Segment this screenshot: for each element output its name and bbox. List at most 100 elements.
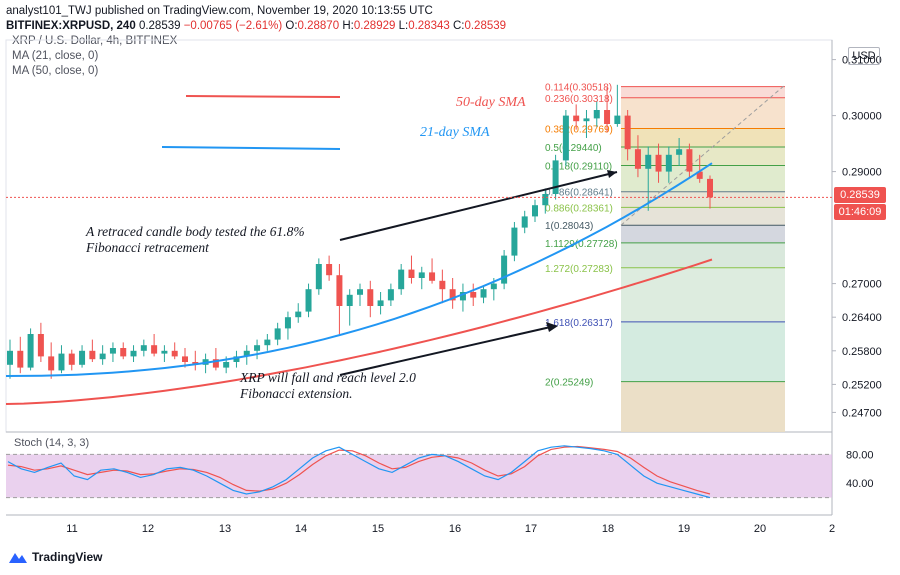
candle-body	[707, 178, 713, 198]
candle-body	[68, 353, 75, 365]
candle-body	[48, 356, 55, 371]
stoch-axis-label: 40.00	[846, 478, 874, 490]
candle-body	[140, 345, 147, 351]
time-tick-label: 20	[754, 523, 766, 535]
candle-body	[161, 350, 168, 354]
chart-header: analyst101_TWJ published on TradingView.…	[6, 4, 506, 34]
candle-body	[562, 115, 569, 161]
arrow-head-1	[607, 170, 617, 178]
candle-body	[614, 115, 621, 124]
symbol-quote-line: BITFINEX:XRPUSD, 240 0.28539 −0.00765 (−…	[6, 19, 506, 34]
fib-level-label: 1.272(0.27283)	[545, 264, 613, 275]
close-value: 0.28539	[464, 20, 507, 32]
candle-body	[233, 356, 240, 362]
currency-button[interactable]: USD	[848, 47, 880, 65]
candle-body	[295, 311, 302, 318]
footer: TradingView	[8, 550, 102, 564]
candle-body	[439, 280, 446, 290]
candle-body	[511, 227, 518, 256]
ma50-legend[interactable]: MA (50, close, 0)	[12, 65, 99, 77]
candle-body	[336, 275, 343, 306]
time-tick-label: 13	[219, 523, 231, 535]
fib-level-label: 1.618(0.26317)	[545, 318, 613, 329]
candle-body	[573, 115, 580, 122]
candle-body	[243, 350, 250, 357]
candle-body	[408, 269, 415, 278]
symbol-label: BITFINEX:XRPUSD, 240	[6, 20, 136, 32]
candle-body	[254, 345, 261, 351]
candle-body	[552, 160, 559, 194]
candle-body	[264, 339, 271, 346]
candle-body	[459, 292, 466, 301]
candle-body	[151, 345, 158, 354]
stoch-k-line	[7, 445, 711, 499]
retrace-note-line2: Fibonacci retracement	[85, 240, 210, 255]
candle-body	[604, 110, 611, 124]
time-tick-label: 19	[678, 523, 690, 535]
close-label: C:	[452, 20, 465, 32]
price-tick-label: 0.31000	[842, 55, 882, 67]
fib-level-label: 2(0.25249)	[545, 378, 593, 389]
candle-body	[58, 353, 65, 371]
stoch-legend[interactable]: Stoch (14, 3, 3)	[14, 437, 90, 449]
candle-body	[357, 289, 363, 295]
candle-body	[130, 350, 137, 357]
candle-body	[480, 289, 487, 298]
open-label: O:	[285, 20, 298, 32]
candle-body	[542, 194, 549, 206]
countdown-tag: 01:46:09	[834, 204, 886, 220]
time-tick-label: 18	[602, 523, 614, 535]
fib-level-label: 1(0.28043)	[545, 221, 593, 232]
fib-zone-band	[621, 242, 785, 268]
fib-zone-band	[621, 381, 785, 432]
arrow-line-1	[339, 171, 618, 241]
candle-body	[171, 350, 178, 357]
candle-body	[429, 272, 436, 281]
stoch-d-line	[7, 445, 711, 495]
ma21-legend-line	[161, 146, 341, 150]
fib-level-label: 0.382(0.29769)	[545, 125, 613, 136]
fib-zone-band	[621, 128, 785, 147]
high-value: 0.28929	[353, 20, 396, 32]
time-tick-label: 12	[142, 523, 154, 535]
brand-name: TradingView	[32, 550, 103, 564]
price-change: −0.00765 (−2.61%)	[183, 20, 283, 32]
time-tick-label: 16	[449, 523, 461, 535]
last-price: 0.28539	[138, 20, 181, 32]
candle-body	[676, 149, 683, 155]
candle-body	[326, 264, 333, 276]
current-price-tag: 0.28539	[834, 187, 886, 203]
fib-zone-band	[621, 97, 785, 129]
fib-zone-band	[621, 86, 785, 98]
ma21-legend[interactable]: MA (21, close, 0)	[12, 50, 99, 62]
chart-title: XRP / U.S. Dollar, 4h, BITFINEX	[12, 35, 178, 47]
extension-note-line2: Fibonacci extension.	[239, 386, 352, 401]
candle-body	[665, 154, 672, 172]
fib-zone-band	[621, 146, 785, 166]
candle-body	[686, 149, 693, 172]
candle-body	[212, 359, 219, 368]
time-tick-label: 15	[372, 523, 384, 535]
time-tick-label: 2	[829, 523, 835, 535]
fib-level-label: 0.886(0.28361)	[545, 203, 613, 214]
fib-zone-band	[621, 321, 785, 382]
stoch-axis-label: 80.00	[846, 449, 874, 461]
extension-note-line1: XRP will fall and reach level 2.0	[239, 370, 416, 385]
fib-zone-band	[621, 225, 785, 243]
candle-body	[532, 205, 538, 217]
candle-body	[346, 294, 353, 306]
candle-body	[634, 149, 641, 169]
fib-zone-band	[621, 207, 785, 226]
low-label: L:	[398, 20, 409, 32]
price-tick-label: 0.26400	[842, 312, 882, 324]
candle-body	[37, 334, 44, 357]
tradingview-logo-icon	[9, 553, 27, 563]
candle-body	[398, 269, 405, 290]
candle-body	[696, 171, 703, 179]
candle-body	[274, 328, 281, 340]
price-tick-label: 0.30000	[842, 111, 882, 123]
fib-level-label: 0.114(0.30518)	[545, 83, 612, 94]
candle-body	[387, 289, 394, 301]
arrow-head-2	[546, 322, 558, 332]
